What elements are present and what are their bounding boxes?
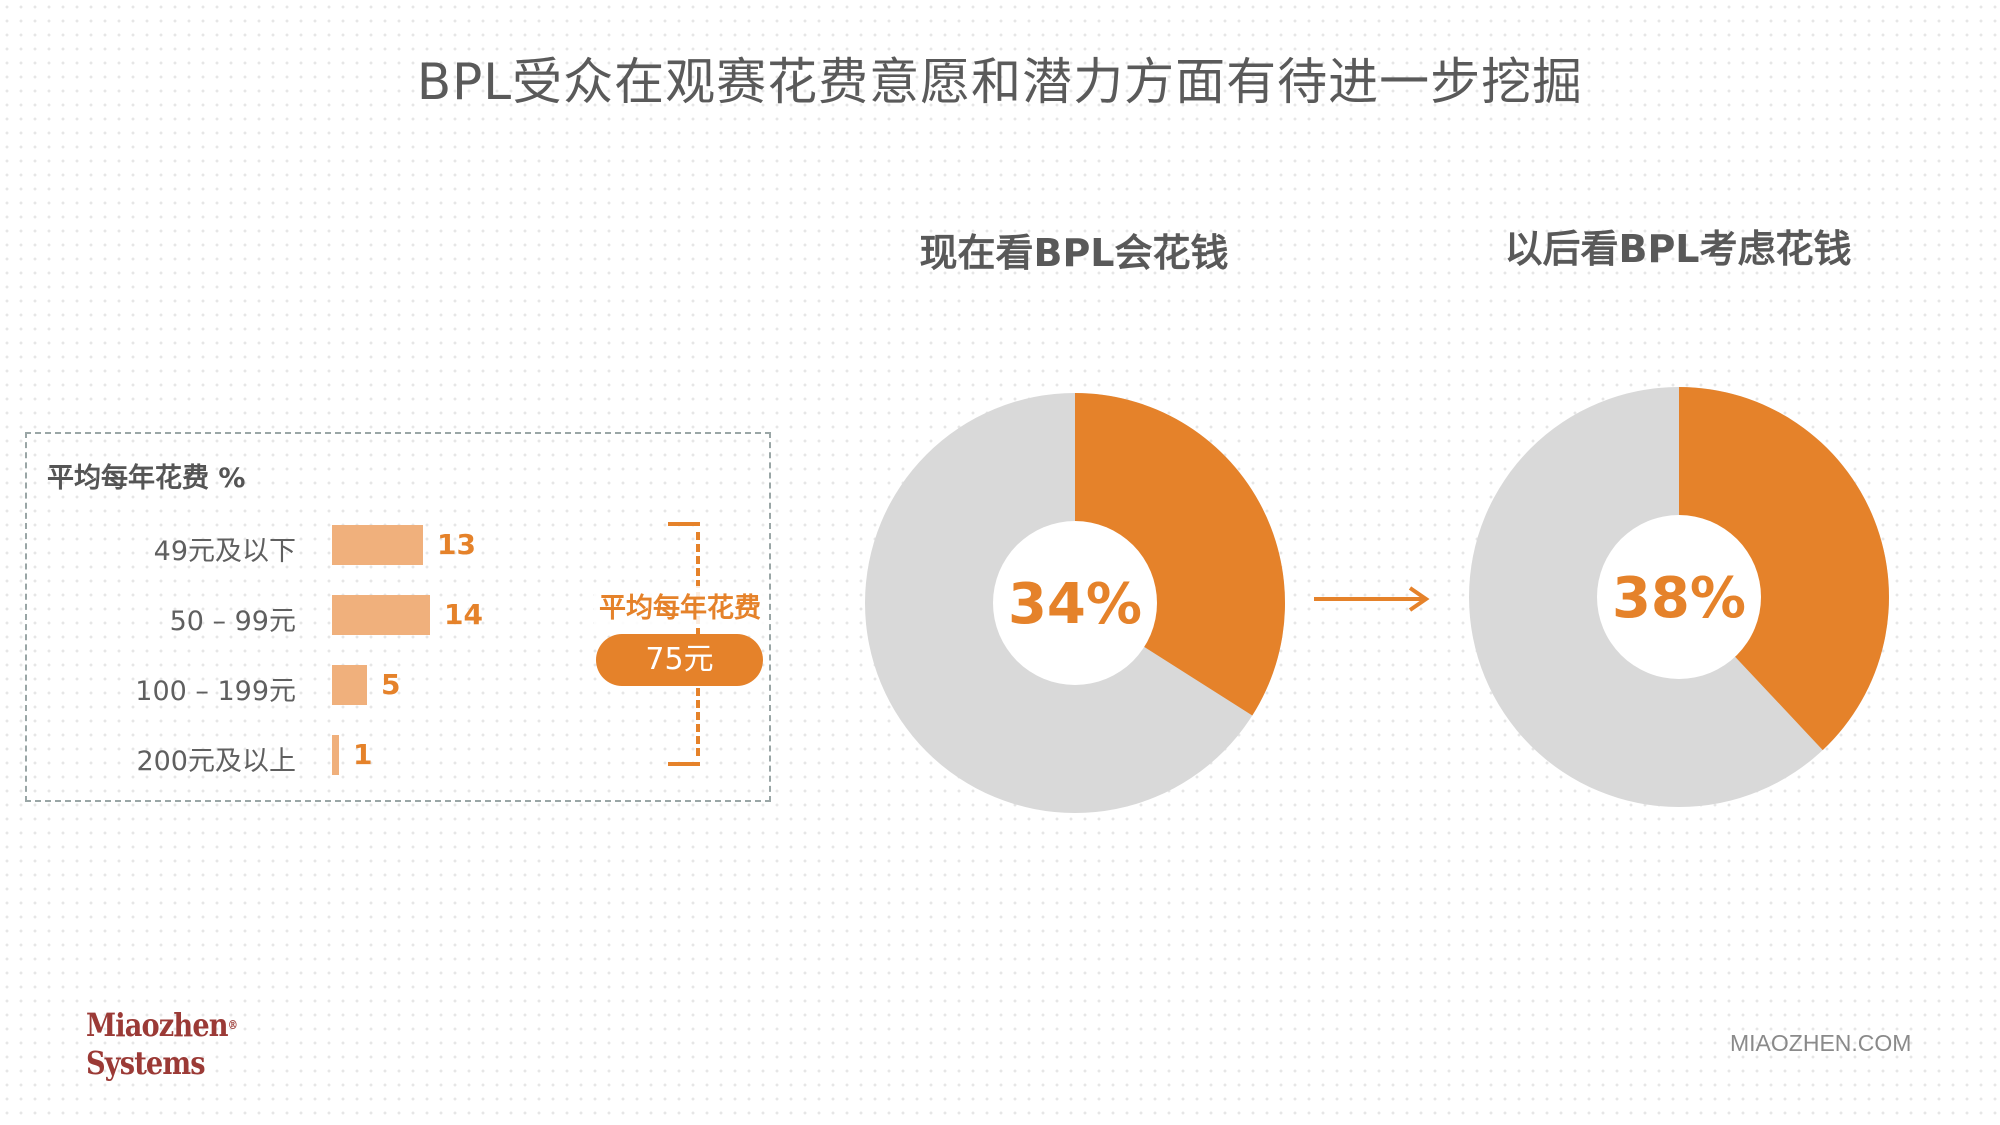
- donut-future-highlight-slice: [1679, 387, 1889, 751]
- donut-future-title: 以后看BPL考虑花钱: [1504, 227, 1852, 271]
- bar-category-label: 200元及以上: [136, 746, 296, 777]
- donut-future-value-label: 38%: [1612, 566, 1746, 631]
- bar-value-label: 13: [437, 528, 476, 561]
- donut-future-chart: 38%: [1469, 387, 1889, 807]
- donut-now-title: 现在看BPL会花钱: [919, 231, 1229, 275]
- donut-now-chart: 34%: [865, 393, 1285, 813]
- bar-category-label: 100 – 199元: [135, 676, 296, 707]
- bar: [332, 525, 423, 565]
- donut-now-value-label: 34%: [1008, 572, 1142, 637]
- bar-category-label: 49元及以下: [153, 536, 296, 567]
- site-url: MIAOZHEN.COM: [1730, 1030, 1912, 1056]
- average-spend-badge: 75元: [596, 634, 763, 686]
- bar-value-label: 1: [353, 738, 373, 771]
- bar-category-label: 50 – 99元: [169, 606, 296, 637]
- bar-value-label: 14: [444, 598, 483, 631]
- bar: [332, 735, 339, 775]
- arrow-right-icon: [1314, 586, 1430, 612]
- spending-panel-title: 平均每年花费 %: [47, 463, 246, 494]
- spending-panel: 平均每年花费 %: [25, 432, 771, 802]
- donut-future-hole: [1597, 515, 1761, 679]
- bar: [332, 595, 430, 635]
- bar-value-label: 5: [381, 668, 401, 701]
- bar: [332, 665, 367, 705]
- logo-line2: Systems: [86, 1044, 206, 1082]
- logo-registered-mark: ®: [227, 1018, 238, 1032]
- miaozhen-logo: Miaozhen® Systems: [86, 1006, 238, 1082]
- average-spend-label: 平均每年花费: [594, 586, 766, 625]
- logo-line1: Miaozhen: [86, 1006, 229, 1044]
- donut-now-hole: [993, 521, 1157, 685]
- page-title: BPL受众在观赛花费意愿和潜力方面有待进一步挖掘: [416, 53, 1584, 111]
